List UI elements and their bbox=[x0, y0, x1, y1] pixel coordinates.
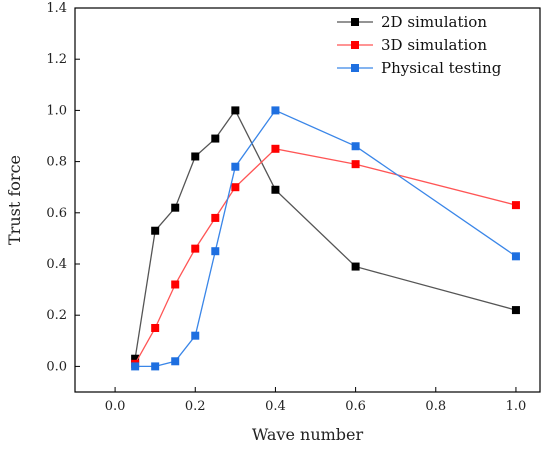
legend-item: 3D simulation bbox=[337, 36, 487, 54]
y-tick-label: 1.0 bbox=[46, 103, 67, 118]
data-point bbox=[211, 213, 220, 222]
x-tick-label: 0.6 bbox=[345, 399, 366, 414]
data-point bbox=[511, 252, 520, 261]
data-point bbox=[351, 160, 360, 169]
data-point bbox=[171, 203, 180, 212]
legend-item: 2D simulation bbox=[337, 13, 487, 31]
data-point bbox=[211, 247, 220, 256]
data-point bbox=[231, 162, 240, 171]
legend-item: Physical testing bbox=[337, 59, 502, 77]
data-point bbox=[151, 226, 160, 235]
y-tick-label: 0.2 bbox=[46, 308, 67, 323]
x-axis-title: Wave number bbox=[252, 425, 364, 444]
legend-label: Physical testing bbox=[381, 59, 502, 77]
data-point bbox=[191, 331, 200, 340]
x-tick-label: 1.0 bbox=[506, 399, 527, 414]
data-point bbox=[151, 362, 160, 371]
legend-label: 3D simulation bbox=[381, 36, 487, 54]
series-layer bbox=[131, 106, 520, 371]
data-point bbox=[351, 262, 360, 271]
legend-marker bbox=[351, 64, 359, 72]
y-tick-label: 0.8 bbox=[46, 155, 67, 170]
y-tick-label: 1.2 bbox=[46, 52, 67, 67]
y-tick-label: 0.0 bbox=[46, 359, 67, 374]
series-0 bbox=[131, 106, 520, 363]
legend-label: 2D simulation bbox=[381, 13, 487, 31]
data-point bbox=[511, 306, 520, 315]
y-axis-title: Trust force bbox=[5, 155, 24, 245]
y-tick-label: 0.6 bbox=[46, 206, 67, 221]
data-point bbox=[271, 106, 280, 115]
data-point bbox=[231, 106, 240, 115]
series-line bbox=[134, 109, 517, 359]
data-point bbox=[131, 362, 140, 371]
data-point bbox=[131, 354, 140, 363]
data-point bbox=[191, 244, 200, 253]
data-point bbox=[171, 357, 180, 366]
plot-frame bbox=[74, 7, 541, 393]
data-point bbox=[151, 324, 160, 332]
data-point bbox=[271, 144, 280, 153]
data-point bbox=[351, 142, 360, 151]
series-2 bbox=[131, 106, 520, 371]
legend: 2D simulation 3D simulation Physical testi… bbox=[337, 13, 502, 77]
data-point bbox=[511, 201, 520, 210]
data-point bbox=[171, 280, 180, 289]
data-point bbox=[191, 152, 200, 161]
x-tick-label: 0.4 bbox=[265, 399, 286, 414]
legend-marker bbox=[351, 41, 359, 49]
data-point bbox=[271, 185, 280, 194]
data-point bbox=[211, 134, 220, 143]
x-tick-label: 0.0 bbox=[105, 399, 126, 414]
x-tick-label: 0.8 bbox=[425, 399, 446, 414]
x-axis: 0.0 0.2 0.4 0.6 0.8 1.0 bbox=[105, 387, 527, 414]
series-1 bbox=[131, 144, 520, 368]
series-line bbox=[134, 148, 517, 365]
data-point bbox=[231, 183, 240, 192]
x-tick-label: 0.2 bbox=[185, 399, 206, 414]
y-tick-label: 1.4 bbox=[46, 1, 67, 16]
y-axis: 0.0 0.2 0.4 0.6 0.8 1.0 1.2 1.4 bbox=[46, 1, 80, 374]
y-tick-label: 0.4 bbox=[46, 257, 67, 272]
legend-marker bbox=[351, 18, 359, 26]
